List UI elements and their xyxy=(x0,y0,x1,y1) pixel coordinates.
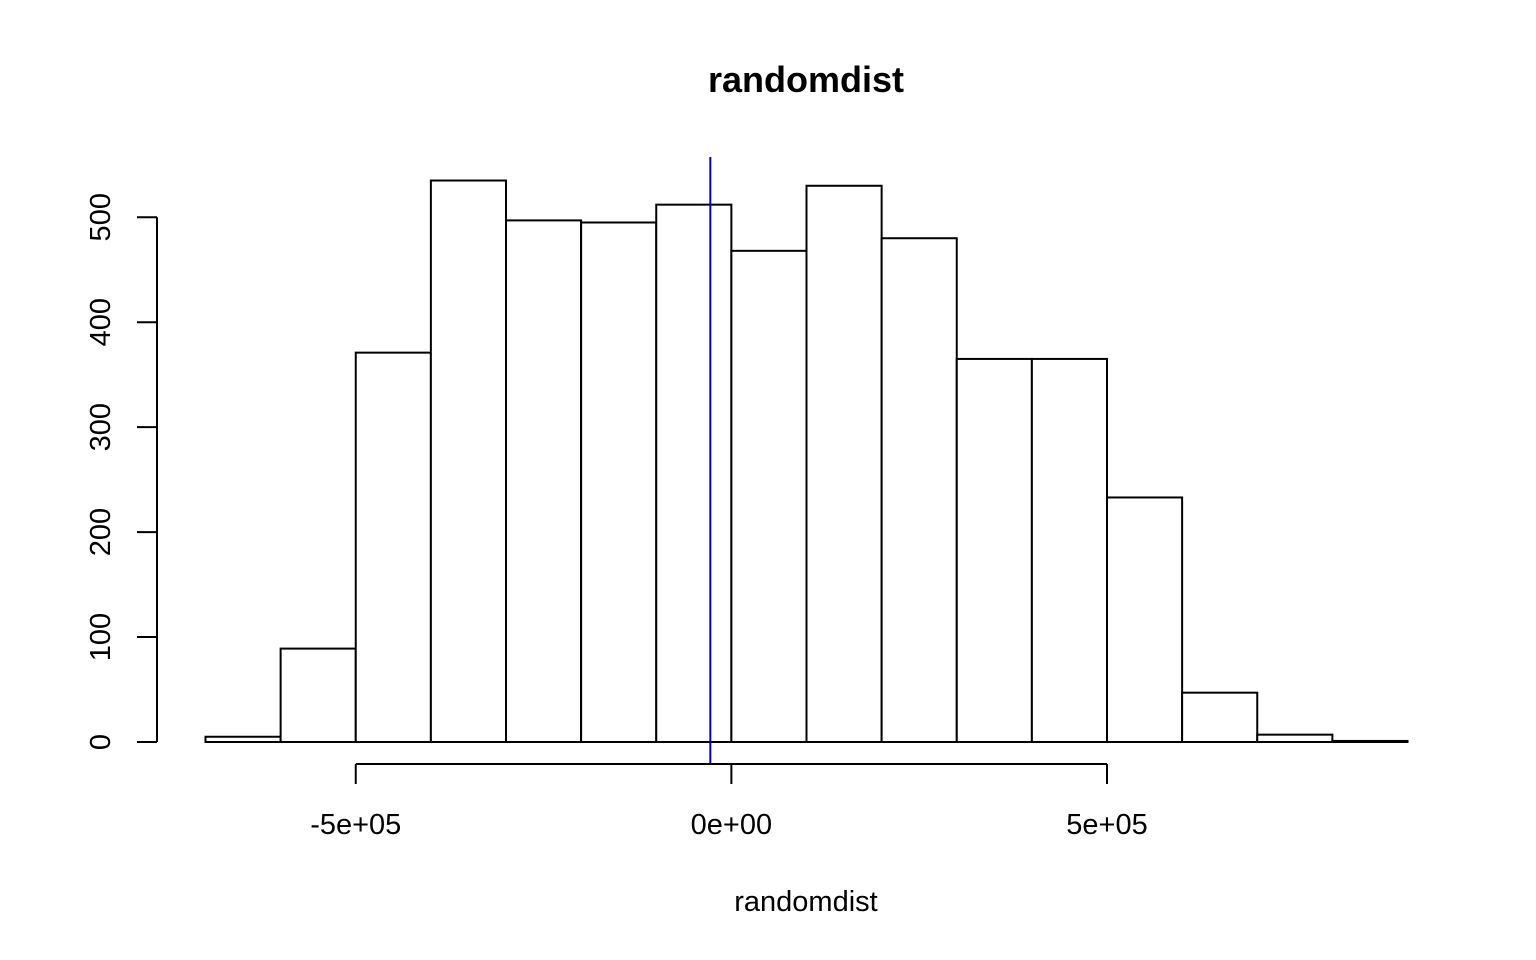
histogram-bar xyxy=(204,735,282,744)
y-tick-label: 200 xyxy=(85,508,117,556)
y-axis: 0 100 200 300 400 500 xyxy=(85,193,158,750)
x-tick-label: 5e+05 xyxy=(1066,809,1147,841)
x-axis: -5e+05 0e+00 5e+05 xyxy=(310,763,1148,841)
y-tick-label: 300 xyxy=(85,403,117,451)
histogram-bar xyxy=(730,249,808,743)
histogram-bar xyxy=(880,237,958,744)
x-tick-label: 0e+00 xyxy=(691,809,772,841)
histogram-bar xyxy=(955,357,1033,743)
histogram-bar xyxy=(1106,496,1184,743)
histogram-bar xyxy=(1331,739,1409,744)
chart-title: randomdist xyxy=(708,59,904,100)
x-tick-label: -5e+05 xyxy=(310,809,401,841)
histogram-bar xyxy=(429,179,507,743)
y-tick-label: 0 xyxy=(85,734,117,750)
histogram-bar xyxy=(354,351,432,743)
histogram-bar xyxy=(505,219,583,743)
y-tick-label: 100 xyxy=(85,613,117,661)
histogram-bar xyxy=(1030,357,1108,743)
y-tick-label: 500 xyxy=(85,193,117,241)
histogram-bar xyxy=(279,647,357,743)
histogram-bar xyxy=(580,221,658,743)
histogram-bar xyxy=(1181,691,1259,744)
histogram-bar xyxy=(655,203,733,743)
x-axis-label: randomdist xyxy=(734,886,877,918)
histogram-bar xyxy=(805,184,883,743)
y-tick-label: 400 xyxy=(85,298,117,346)
histogram-bar xyxy=(1256,733,1334,744)
histogram-bars xyxy=(204,179,1409,744)
